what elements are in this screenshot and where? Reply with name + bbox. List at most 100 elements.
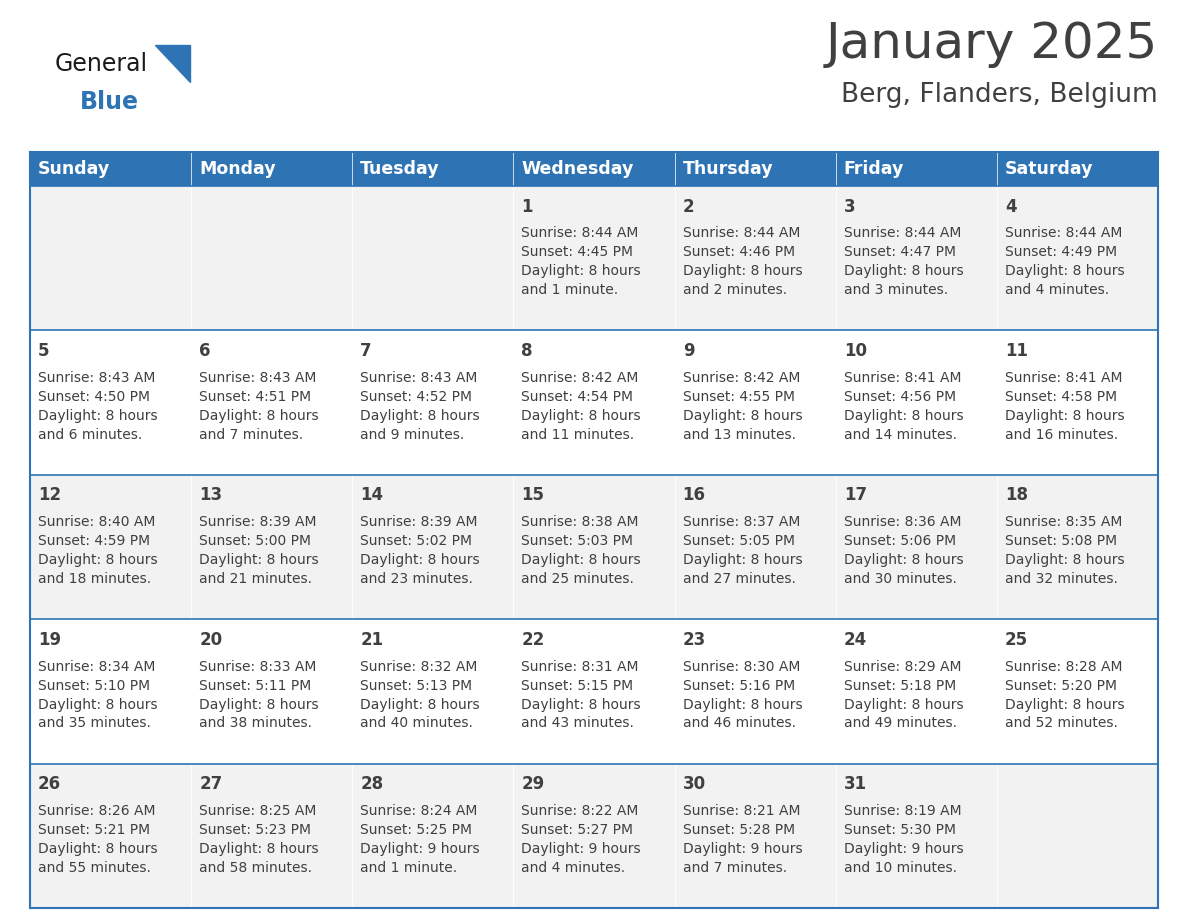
Text: Sunrise: 8:19 AM
Sunset: 5:30 PM
Daylight: 9 hours
and 10 minutes.: Sunrise: 8:19 AM Sunset: 5:30 PM Dayligh… [843, 804, 963, 875]
Bar [513, 620, 675, 764]
Text: 3: 3 [843, 197, 855, 216]
Bar [191, 330, 353, 475]
Text: 30: 30 [683, 775, 706, 793]
Text: 15: 15 [522, 487, 544, 504]
Text: Sunrise: 8:36 AM
Sunset: 5:06 PM
Daylight: 8 hours
and 30 minutes.: Sunrise: 8:36 AM Sunset: 5:06 PM Dayligh… [843, 515, 963, 586]
Bar [675, 764, 835, 908]
Bar [675, 620, 835, 764]
Text: 18: 18 [1005, 487, 1028, 504]
Bar [997, 764, 1158, 908]
Text: Sunrise: 8:42 AM
Sunset: 4:55 PM
Daylight: 8 hours
and 13 minutes.: Sunrise: 8:42 AM Sunset: 4:55 PM Dayligh… [683, 371, 802, 442]
Bar [30, 186, 191, 330]
Text: Sunrise: 8:35 AM
Sunset: 5:08 PM
Daylight: 8 hours
and 32 minutes.: Sunrise: 8:35 AM Sunset: 5:08 PM Dayligh… [1005, 515, 1125, 586]
Text: 10: 10 [843, 341, 867, 360]
Text: Sunrise: 8:25 AM
Sunset: 5:23 PM
Daylight: 8 hours
and 58 minutes.: Sunrise: 8:25 AM Sunset: 5:23 PM Dayligh… [200, 804, 318, 875]
Bar [30, 620, 191, 764]
Text: Sunrise: 8:44 AM
Sunset: 4:47 PM
Daylight: 8 hours
and 3 minutes.: Sunrise: 8:44 AM Sunset: 4:47 PM Dayligh… [843, 227, 963, 297]
Polygon shape [154, 45, 190, 82]
Text: 21: 21 [360, 631, 384, 649]
Bar [835, 330, 997, 475]
Text: Sunrise: 8:21 AM
Sunset: 5:28 PM
Daylight: 9 hours
and 7 minutes.: Sunrise: 8:21 AM Sunset: 5:28 PM Dayligh… [683, 804, 802, 875]
Text: 28: 28 [360, 775, 384, 793]
Text: Thursday: Thursday [683, 160, 773, 178]
Bar [675, 330, 835, 475]
Text: 2: 2 [683, 197, 694, 216]
Text: Sunrise: 8:34 AM
Sunset: 5:10 PM
Daylight: 8 hours
and 35 minutes.: Sunrise: 8:34 AM Sunset: 5:10 PM Dayligh… [38, 660, 158, 731]
Text: Sunrise: 8:44 AM
Sunset: 4:46 PM
Daylight: 8 hours
and 2 minutes.: Sunrise: 8:44 AM Sunset: 4:46 PM Dayligh… [683, 227, 802, 297]
Bar [30, 330, 191, 475]
Bar [675, 152, 835, 186]
Text: 12: 12 [38, 487, 62, 504]
Bar [30, 152, 191, 186]
Text: Sunrise: 8:41 AM
Sunset: 4:58 PM
Daylight: 8 hours
and 16 minutes.: Sunrise: 8:41 AM Sunset: 4:58 PM Dayligh… [1005, 371, 1125, 442]
Text: Sunrise: 8:29 AM
Sunset: 5:18 PM
Daylight: 8 hours
and 49 minutes.: Sunrise: 8:29 AM Sunset: 5:18 PM Dayligh… [843, 660, 963, 731]
Text: 31: 31 [843, 775, 867, 793]
Text: January 2025: January 2025 [826, 20, 1158, 68]
Text: Sunrise: 8:38 AM
Sunset: 5:03 PM
Daylight: 8 hours
and 25 minutes.: Sunrise: 8:38 AM Sunset: 5:03 PM Dayligh… [522, 515, 642, 586]
Bar [513, 186, 675, 330]
Text: 13: 13 [200, 487, 222, 504]
Text: 5: 5 [38, 341, 50, 360]
Bar [997, 620, 1158, 764]
Text: 22: 22 [522, 631, 545, 649]
Text: Sunrise: 8:33 AM
Sunset: 5:11 PM
Daylight: 8 hours
and 38 minutes.: Sunrise: 8:33 AM Sunset: 5:11 PM Dayligh… [200, 660, 318, 731]
Text: Sunrise: 8:43 AM
Sunset: 4:51 PM
Daylight: 8 hours
and 7 minutes.: Sunrise: 8:43 AM Sunset: 4:51 PM Dayligh… [200, 371, 318, 442]
Text: General: General [55, 52, 148, 76]
Bar [997, 186, 1158, 330]
Text: 20: 20 [200, 631, 222, 649]
Text: Sunrise: 8:39 AM
Sunset: 5:00 PM
Daylight: 8 hours
and 21 minutes.: Sunrise: 8:39 AM Sunset: 5:00 PM Dayligh… [200, 515, 318, 586]
Text: Sunrise: 8:24 AM
Sunset: 5:25 PM
Daylight: 9 hours
and 1 minute.: Sunrise: 8:24 AM Sunset: 5:25 PM Dayligh… [360, 804, 480, 875]
Text: Sunrise: 8:39 AM
Sunset: 5:02 PM
Daylight: 8 hours
and 23 minutes.: Sunrise: 8:39 AM Sunset: 5:02 PM Dayligh… [360, 515, 480, 586]
Text: Berg, Flanders, Belgium: Berg, Flanders, Belgium [841, 82, 1158, 108]
Text: 8: 8 [522, 341, 533, 360]
Bar [353, 620, 513, 764]
Text: Sunrise: 8:37 AM
Sunset: 5:05 PM
Daylight: 8 hours
and 27 minutes.: Sunrise: 8:37 AM Sunset: 5:05 PM Dayligh… [683, 515, 802, 586]
Text: 16: 16 [683, 487, 706, 504]
Text: 4: 4 [1005, 197, 1017, 216]
Text: Sunrise: 8:30 AM
Sunset: 5:16 PM
Daylight: 8 hours
and 46 minutes.: Sunrise: 8:30 AM Sunset: 5:16 PM Dayligh… [683, 660, 802, 731]
Bar [353, 186, 513, 330]
Bar [191, 475, 353, 620]
Text: Sunrise: 8:44 AM
Sunset: 4:49 PM
Daylight: 8 hours
and 4 minutes.: Sunrise: 8:44 AM Sunset: 4:49 PM Dayligh… [1005, 227, 1125, 297]
Text: 27: 27 [200, 775, 222, 793]
Text: Sunrise: 8:32 AM
Sunset: 5:13 PM
Daylight: 8 hours
and 40 minutes.: Sunrise: 8:32 AM Sunset: 5:13 PM Dayligh… [360, 660, 480, 731]
Bar [30, 764, 191, 908]
Text: 25: 25 [1005, 631, 1028, 649]
Text: 14: 14 [360, 487, 384, 504]
Bar [30, 475, 191, 620]
Bar [835, 152, 997, 186]
Text: Sunday: Sunday [38, 160, 110, 178]
Text: 1: 1 [522, 197, 533, 216]
Bar [191, 152, 353, 186]
Text: Sunrise: 8:22 AM
Sunset: 5:27 PM
Daylight: 9 hours
and 4 minutes.: Sunrise: 8:22 AM Sunset: 5:27 PM Dayligh… [522, 804, 642, 875]
Text: 7: 7 [360, 341, 372, 360]
Bar [997, 475, 1158, 620]
Bar [353, 152, 513, 186]
Text: Blue: Blue [80, 90, 139, 114]
Text: 29: 29 [522, 775, 545, 793]
Text: Sunrise: 8:44 AM
Sunset: 4:45 PM
Daylight: 8 hours
and 1 minute.: Sunrise: 8:44 AM Sunset: 4:45 PM Dayligh… [522, 227, 642, 297]
Text: Friday: Friday [843, 160, 904, 178]
Text: 11: 11 [1005, 341, 1028, 360]
Text: Sunrise: 8:41 AM
Sunset: 4:56 PM
Daylight: 8 hours
and 14 minutes.: Sunrise: 8:41 AM Sunset: 4:56 PM Dayligh… [843, 371, 963, 442]
Text: Sunrise: 8:26 AM
Sunset: 5:21 PM
Daylight: 8 hours
and 55 minutes.: Sunrise: 8:26 AM Sunset: 5:21 PM Dayligh… [38, 804, 158, 875]
Text: 19: 19 [38, 631, 62, 649]
Bar [513, 475, 675, 620]
Text: Saturday: Saturday [1005, 160, 1093, 178]
Text: 9: 9 [683, 341, 694, 360]
Bar [997, 330, 1158, 475]
Text: Sunrise: 8:43 AM
Sunset: 4:52 PM
Daylight: 8 hours
and 9 minutes.: Sunrise: 8:43 AM Sunset: 4:52 PM Dayligh… [360, 371, 480, 442]
Text: Sunrise: 8:31 AM
Sunset: 5:15 PM
Daylight: 8 hours
and 43 minutes.: Sunrise: 8:31 AM Sunset: 5:15 PM Dayligh… [522, 660, 642, 731]
Text: Sunrise: 8:42 AM
Sunset: 4:54 PM
Daylight: 8 hours
and 11 minutes.: Sunrise: 8:42 AM Sunset: 4:54 PM Dayligh… [522, 371, 642, 442]
Bar [675, 186, 835, 330]
Bar [353, 764, 513, 908]
Text: Sunrise: 8:40 AM
Sunset: 4:59 PM
Daylight: 8 hours
and 18 minutes.: Sunrise: 8:40 AM Sunset: 4:59 PM Dayligh… [38, 515, 158, 586]
Bar [835, 620, 997, 764]
Bar [191, 186, 353, 330]
Bar [997, 152, 1158, 186]
Bar [513, 152, 675, 186]
Bar [513, 764, 675, 908]
Bar [835, 186, 997, 330]
Text: 23: 23 [683, 631, 706, 649]
Bar [353, 330, 513, 475]
